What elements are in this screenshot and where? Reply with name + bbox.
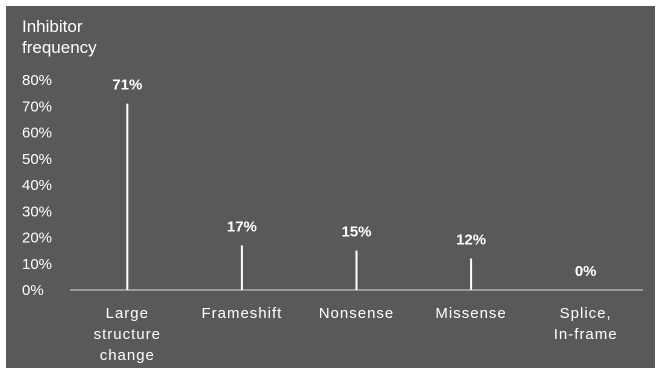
- data-label: 12%: [456, 232, 486, 249]
- x-tick-label: structure: [94, 326, 161, 343]
- x-tick-label: Missense: [435, 305, 506, 322]
- x-tick-label: In-frame: [554, 326, 618, 343]
- x-tick-label: Splice,: [560, 305, 612, 322]
- data-label: 71%: [112, 77, 142, 94]
- y-tick-label: 30%: [22, 203, 52, 220]
- x-tick-label: Large: [106, 305, 149, 322]
- y-tick-label: 10%: [22, 256, 52, 273]
- y-axis-label: Inhibitor frequency: [22, 17, 97, 57]
- chart-background: [6, 6, 655, 368]
- y-tick-label: 70%: [22, 98, 52, 115]
- x-tick-label: Nonsense: [319, 305, 395, 322]
- y-tick-label: 50%: [22, 151, 52, 168]
- data-label: 17%: [227, 218, 257, 235]
- y-tick-label: 0%: [22, 282, 44, 299]
- y-tick-label: 60%: [22, 125, 52, 142]
- data-label: 0%: [575, 263, 597, 280]
- x-tick-label: Frameshift: [201, 305, 282, 322]
- y-tick-label: 40%: [22, 177, 52, 194]
- bar: [355, 250, 358, 290]
- y-tick-label: 20%: [22, 230, 52, 247]
- bar: [126, 103, 129, 290]
- data-label: 15%: [341, 224, 371, 241]
- x-tick-label: change: [100, 347, 155, 364]
- bar: [470, 258, 473, 290]
- bar: [240, 245, 243, 290]
- y-tick-label: 80%: [22, 72, 52, 89]
